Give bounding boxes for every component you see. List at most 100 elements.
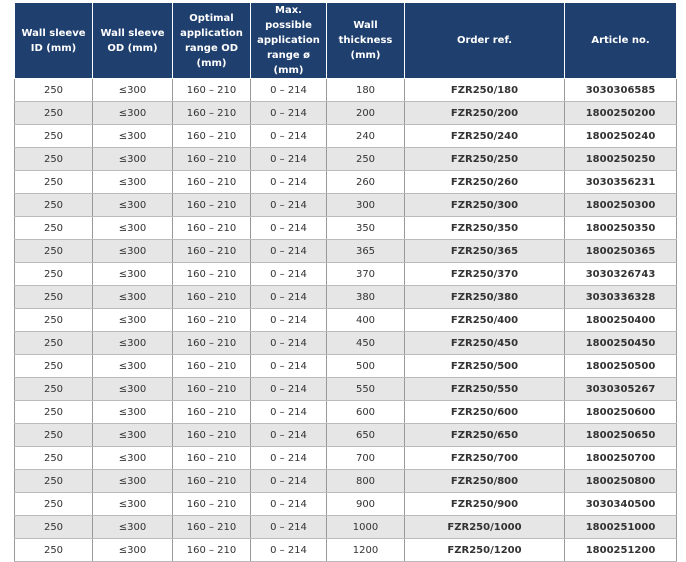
table-cell: 550: [326, 377, 405, 401]
table-cell: ≤300: [92, 400, 173, 424]
table-cell: FZR250/180: [404, 78, 565, 102]
table-cell: 0 – 214: [250, 538, 327, 562]
table-cell: 160 – 210: [172, 400, 251, 424]
table-cell: 160 – 210: [172, 101, 251, 125]
table-cell: 0 – 214: [250, 331, 327, 355]
table-row: 250 ≤300 160 – 210 0 – 214 365 FZR250/365 1800…: [14, 239, 677, 263]
table-cell: 250: [14, 515, 93, 539]
table-cell: 0 – 214: [250, 147, 327, 171]
table-cell: ≤300: [92, 469, 173, 493]
table-cell: ≤300: [92, 216, 173, 240]
table-cell: 160 – 210: [172, 147, 251, 171]
table-cell: 1800250200: [564, 101, 677, 125]
header-cell: Wall sleeve OD (mm): [92, 2, 173, 79]
table-cell: FZR250/1000: [404, 515, 565, 539]
table-cell: 0 – 214: [250, 354, 327, 378]
table-cell: 3030326743: [564, 262, 677, 286]
table-cell: FZR250/240: [404, 124, 565, 148]
header-cell: Wall thickness (mm): [326, 2, 405, 79]
table-cell: 500: [326, 354, 405, 378]
table-cell: ≤300: [92, 331, 173, 355]
table-cell: FZR250/350: [404, 216, 565, 240]
table-cell: 1800250800: [564, 469, 677, 493]
table-cell: 0 – 214: [250, 216, 327, 240]
table-cell: 3030305267: [564, 377, 677, 401]
table-cell: 240: [326, 124, 405, 148]
table-cell: 0 – 214: [250, 492, 327, 516]
table-cell: ≤300: [92, 492, 173, 516]
table-cell: ≤300: [92, 170, 173, 194]
table-cell: 800: [326, 469, 405, 493]
table-cell: FZR250/700: [404, 446, 565, 470]
table-cell: 0 – 214: [250, 515, 327, 539]
table-row: 250 ≤300 160 – 210 0 – 214 700 FZR250/700 1800…: [14, 446, 677, 470]
table-cell: 0 – 214: [250, 170, 327, 194]
table-cell: 3030356231: [564, 170, 677, 194]
table-cell: 0 – 214: [250, 193, 327, 217]
table-cell: 0 – 214: [250, 78, 327, 102]
table-cell: 0 – 214: [250, 469, 327, 493]
table-cell: ≤300: [92, 423, 173, 447]
table-cell: ≤300: [92, 446, 173, 470]
table-cell: 250: [14, 262, 93, 286]
table-cell: 180: [326, 78, 405, 102]
table-cell: 250: [14, 216, 93, 240]
table-cell: 3030306585: [564, 78, 677, 102]
table-cell: 3030336328: [564, 285, 677, 309]
table-cell: 0 – 214: [250, 239, 327, 263]
table-cell: ≤300: [92, 354, 173, 378]
table-cell: FZR250/250: [404, 147, 565, 171]
table-cell: 1000: [326, 515, 405, 539]
table-cell: 0 – 214: [250, 262, 327, 286]
table-cell: 160 – 210: [172, 331, 251, 355]
product-table: Wall sleeve ID (mm) Wall sleeve OD (mm) Op…: [14, 2, 677, 562]
table-body: 250 ≤300 160 – 210 0 – 214 180 FZR250/180 3030…: [14, 78, 677, 562]
table-cell: 1800250600: [564, 400, 677, 424]
table-cell: 160 – 210: [172, 262, 251, 286]
table-cell: 365: [326, 239, 405, 263]
table-cell: 1200: [326, 538, 405, 562]
table-cell: 250: [14, 239, 93, 263]
table-cell: FZR250/365: [404, 239, 565, 263]
table-cell: FZR250/600: [404, 400, 565, 424]
header-cell: Wall sleeve ID (mm): [14, 2, 93, 79]
table-cell: FZR250/1200: [404, 538, 565, 562]
table-cell: 250: [14, 423, 93, 447]
table-cell: 160 – 210: [172, 446, 251, 470]
table-cell: 0 – 214: [250, 377, 327, 401]
table-cell: 0 – 214: [250, 446, 327, 470]
table-cell: FZR250/450: [404, 331, 565, 355]
table-row: 250 ≤300 160 – 210 0 – 214 180 FZR250/180 3030…: [14, 78, 677, 102]
table-cell: 900: [326, 492, 405, 516]
table-cell: 1800251200: [564, 538, 677, 562]
table-cell: ≤300: [92, 193, 173, 217]
table-cell: 250: [14, 285, 93, 309]
table-cell: 160 – 210: [172, 124, 251, 148]
table-cell: 250: [14, 492, 93, 516]
table-cell: 250: [14, 147, 93, 171]
table-cell: 160 – 210: [172, 354, 251, 378]
table-cell: 260: [326, 170, 405, 194]
table-cell: 400: [326, 308, 405, 332]
table-row: 250 ≤300 160 – 210 0 – 214 200 FZR250/200 1800…: [14, 101, 677, 125]
table-cell: 380: [326, 285, 405, 309]
table-cell: 250: [14, 331, 93, 355]
table-cell: 250: [14, 193, 93, 217]
table-cell: 700: [326, 446, 405, 470]
table-cell: FZR250/400: [404, 308, 565, 332]
table-cell: ≤300: [92, 147, 173, 171]
header-cell: Max. possible application range ø (mm): [250, 2, 327, 79]
table-cell: 250: [14, 170, 93, 194]
table-cell: 160 – 210: [172, 239, 251, 263]
table-cell: 1800251000: [564, 515, 677, 539]
table-row: 250 ≤300 160 – 210 0 – 214 550 FZR250/550 3030…: [14, 377, 677, 401]
table-cell: ≤300: [92, 285, 173, 309]
table-cell: ≤300: [92, 515, 173, 539]
table-cell: 160 – 210: [172, 308, 251, 332]
header-cell: Article no.: [564, 2, 677, 79]
table-cell: FZR250/300: [404, 193, 565, 217]
table-cell: 1800250400: [564, 308, 677, 332]
table-cell: 250: [14, 308, 93, 332]
table-cell: 250: [14, 354, 93, 378]
table-cell: 350: [326, 216, 405, 240]
